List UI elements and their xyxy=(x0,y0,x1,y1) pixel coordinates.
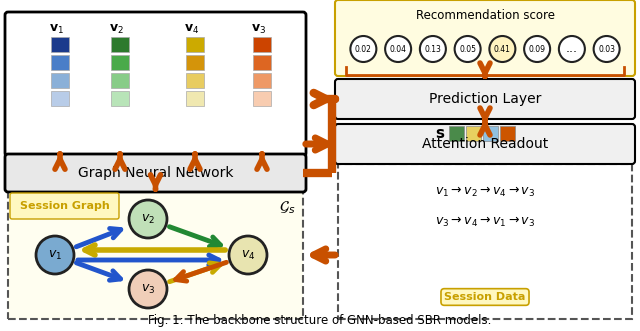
Bar xyxy=(111,37,129,52)
Bar xyxy=(483,125,498,140)
Text: $\mathbf{v}_3$: $\mathbf{v}_3$ xyxy=(251,23,266,36)
Bar xyxy=(51,37,69,52)
Bar xyxy=(253,73,271,88)
FancyBboxPatch shape xyxy=(10,193,119,219)
Circle shape xyxy=(129,200,167,238)
Text: Session Graph: Session Graph xyxy=(20,201,109,211)
Text: Recommendation score: Recommendation score xyxy=(415,9,554,22)
Bar xyxy=(8,191,303,319)
Text: ...: ... xyxy=(566,42,578,56)
Circle shape xyxy=(420,36,446,62)
Bar xyxy=(111,55,129,70)
Bar xyxy=(111,73,129,88)
Text: 0.09: 0.09 xyxy=(529,44,546,54)
Text: Graph Neural Network: Graph Neural Network xyxy=(77,166,233,180)
Bar xyxy=(500,125,515,140)
Circle shape xyxy=(490,36,515,62)
Bar xyxy=(111,91,129,106)
Circle shape xyxy=(129,270,167,308)
Text: 0.41: 0.41 xyxy=(494,44,511,54)
Bar xyxy=(466,125,481,140)
Text: Fig. 1: The backbone structure of GNN-based SBR models.: Fig. 1: The backbone structure of GNN-ba… xyxy=(148,314,492,327)
Circle shape xyxy=(350,36,376,62)
Bar xyxy=(253,91,271,106)
Text: 0.13: 0.13 xyxy=(424,44,442,54)
FancyBboxPatch shape xyxy=(5,12,306,156)
Bar xyxy=(253,55,271,70)
Bar xyxy=(186,55,204,70)
Text: 0.03: 0.03 xyxy=(598,44,615,54)
Bar xyxy=(186,37,204,52)
Text: Prediction Layer: Prediction Layer xyxy=(429,92,541,106)
Bar xyxy=(449,125,464,140)
Bar xyxy=(51,55,69,70)
Text: $v_1 \rightarrow v_2 \rightarrow v_4 \rightarrow v_3$: $v_1 \rightarrow v_2 \rightarrow v_4 \ri… xyxy=(435,185,535,199)
Circle shape xyxy=(524,36,550,62)
Text: Session Data: Session Data xyxy=(444,292,525,302)
FancyBboxPatch shape xyxy=(335,124,635,164)
Text: Attention Readout: Attention Readout xyxy=(422,137,548,151)
Text: $v_2$: $v_2$ xyxy=(141,213,155,225)
Text: 0.04: 0.04 xyxy=(390,44,406,54)
Bar xyxy=(51,91,69,106)
Text: $v_3$: $v_3$ xyxy=(141,282,155,296)
Circle shape xyxy=(385,36,411,62)
Circle shape xyxy=(559,36,585,62)
Circle shape xyxy=(454,36,481,62)
Circle shape xyxy=(36,236,74,274)
Bar xyxy=(338,164,632,319)
Circle shape xyxy=(229,236,267,274)
Circle shape xyxy=(594,36,620,62)
Text: 0.02: 0.02 xyxy=(355,44,372,54)
FancyBboxPatch shape xyxy=(335,79,635,119)
Text: $v_3 \rightarrow v_4 \rightarrow v_1 \rightarrow v_3$: $v_3 \rightarrow v_4 \rightarrow v_1 \ri… xyxy=(435,215,535,229)
Text: $\mathbf{v}_4$: $\mathbf{v}_4$ xyxy=(184,23,199,36)
Text: $\mathbf{v}_1$: $\mathbf{v}_1$ xyxy=(49,23,64,36)
Text: $\mathbf{v}_2$: $\mathbf{v}_2$ xyxy=(109,23,124,36)
Bar xyxy=(253,37,271,52)
Bar xyxy=(186,73,204,88)
Text: $\mathcal{G}_s$: $\mathcal{G}_s$ xyxy=(278,199,295,216)
Text: 0.05: 0.05 xyxy=(459,44,476,54)
Text: $v_4$: $v_4$ xyxy=(241,249,255,261)
Bar xyxy=(186,91,204,106)
Bar xyxy=(51,73,69,88)
FancyBboxPatch shape xyxy=(5,154,306,192)
Text: $\mathbf{s}$: $\mathbf{s}$ xyxy=(435,125,445,140)
Text: $v_1$: $v_1$ xyxy=(48,249,62,261)
FancyBboxPatch shape xyxy=(335,0,635,76)
